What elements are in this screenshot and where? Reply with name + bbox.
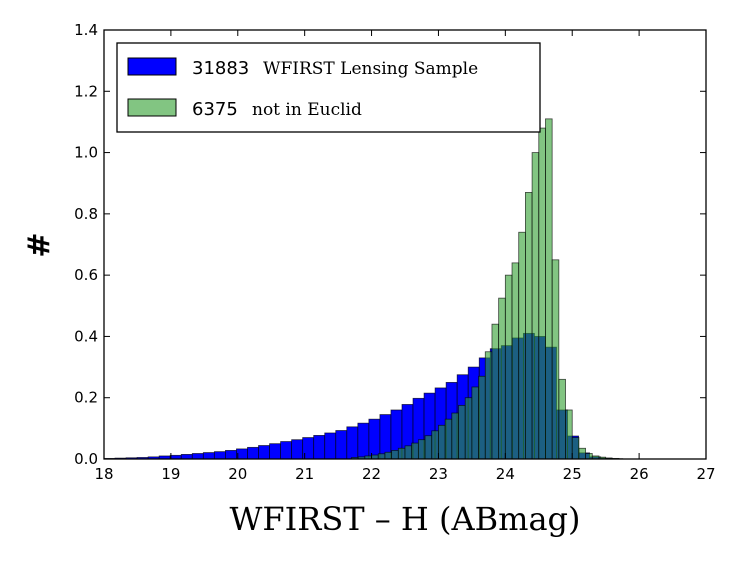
histogram-bar (384, 451, 393, 460)
histogram-bar (551, 259, 560, 460)
x-tick-label: 20 (228, 465, 247, 483)
y-axis-ticks: 0.0 0.2 0.4 0.6 0.8 1.0 1.2 1.4 (74, 21, 706, 468)
histogram-bar (280, 441, 293, 460)
histogram-bar (269, 443, 281, 460)
histogram-bar (471, 386, 479, 460)
y-tick-label: 1.2 (74, 82, 98, 100)
histogram-bar (357, 422, 370, 460)
histogram-bar (438, 424, 446, 460)
histogram-bar (424, 435, 433, 460)
histogram-bar (247, 446, 259, 460)
histogram-bar (444, 418, 453, 460)
histogram-bar (545, 118, 553, 460)
histogram-bar (525, 192, 533, 460)
histogram-bar (202, 452, 215, 460)
y-tick-label: 1.0 (74, 144, 98, 162)
legend-label-not-in-euclid: not in Euclid (252, 100, 362, 120)
histogram-bar (404, 445, 413, 460)
histogram-bar (464, 397, 473, 460)
x-tick-label: 18 (94, 465, 113, 483)
x-tick-label: 25 (563, 465, 582, 483)
histogram-bar (585, 453, 593, 460)
histogram-bar (180, 454, 193, 460)
y-tick-label: 0.4 (74, 327, 98, 345)
histogram-bar (417, 439, 426, 460)
histogram-bar (225, 450, 237, 460)
y-tick-label: 1.4 (74, 21, 98, 39)
x-tick-label: 21 (295, 465, 314, 483)
x-tick-label: 22 (362, 465, 381, 483)
histogram-bar (213, 451, 226, 460)
x-tick-label: 24 (496, 465, 515, 483)
histogram-bar (324, 432, 337, 460)
legend-label-wfirst: WFIRST Lensing Sample (263, 59, 478, 79)
histogram-bar (377, 453, 386, 460)
histogram-bar (511, 262, 520, 460)
x-tick-label: 27 (696, 465, 715, 483)
legend-count-not-in-euclid: 6375 (192, 99, 238, 120)
histogram-bar (565, 409, 573, 460)
histogram-bar (518, 231, 526, 460)
histogram-bar (571, 437, 580, 460)
y-tick-label: 0.0 (74, 450, 98, 468)
histogram-bar (346, 426, 359, 460)
histogram-bar (291, 439, 304, 460)
plot-frame (103, 29, 707, 460)
histogram-bar (451, 412, 459, 460)
x-axis-label: WFIRST – H (ABmag) (229, 500, 580, 538)
x-tick-label: 26 (630, 465, 649, 483)
legend-swatch-not-in-euclid (127, 98, 177, 117)
histogram-bar (538, 127, 546, 460)
histogram-bar (498, 297, 506, 460)
histogram-bar (313, 435, 326, 460)
histogram-bar (397, 447, 406, 460)
x-tick-label: 23 (429, 465, 448, 483)
histogram-bar (335, 430, 348, 460)
histogram-bar (391, 450, 399, 460)
histogram-bar (411, 442, 419, 460)
histogram-bar (504, 274, 513, 460)
y-axis-label: # (22, 232, 57, 257)
legend-swatch-wfirst (127, 57, 177, 76)
histogram-bar (191, 453, 204, 460)
histogram-bar (531, 152, 540, 460)
histogram-bar (258, 445, 270, 460)
histogram-bar (368, 418, 381, 460)
histogram-bar (478, 375, 486, 460)
histogram-bar (491, 323, 500, 460)
histogram-bar (458, 404, 466, 460)
x-tick-label: 19 (161, 465, 180, 483)
histogram-bar (484, 351, 493, 460)
y-tick-label: 0.6 (74, 266, 98, 284)
histogram-bar (431, 430, 439, 460)
histogram-bar (578, 447, 587, 460)
y-tick-label: 0.2 (74, 389, 98, 407)
legend-count-wfirst: 31883 (192, 58, 249, 79)
legend: 31883 WFIRST Lensing Sample 6375 not in … (116, 42, 541, 133)
y-tick-label: 0.8 (74, 205, 98, 223)
histogram-bar (558, 378, 566, 460)
legend-box (116, 42, 541, 133)
x-axis-ticks: 18 19 20 21 22 23 24 25 26 27 (94, 30, 716, 483)
